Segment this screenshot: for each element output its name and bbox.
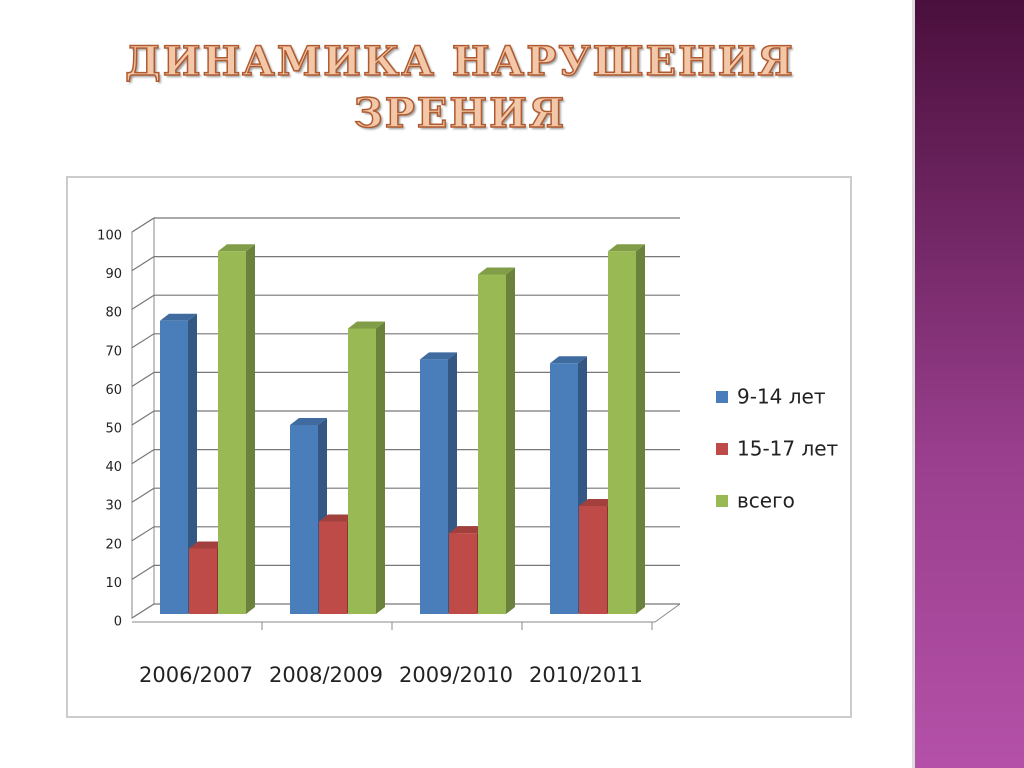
y-tick-label: 20 (105, 537, 122, 552)
legend-label: всего (737, 489, 795, 513)
legend-label: 9-14 лет (737, 385, 826, 409)
y-tick-label: 60 (105, 383, 122, 398)
slide-title: ДИНАМИКА НАРУШЕНИЯ ЗРЕНИЯ (124, 37, 795, 138)
legend-label: 15-17 лет (737, 437, 839, 461)
x-tick-label: 2008/2009 (269, 663, 383, 687)
bar (478, 267, 515, 614)
bar (160, 313, 197, 614)
y-tick-label: 50 (105, 422, 122, 437)
y-tick-label: 30 (105, 499, 122, 514)
legend-swatch (716, 391, 728, 403)
floor-edge (654, 603, 681, 623)
x-tick-label: 2006/2007 (139, 663, 253, 687)
x-tick-label: 2009/2010 (399, 663, 513, 687)
grid-line (131, 333, 680, 349)
y-tick-label: 100 (97, 229, 122, 244)
y-tick-label: 70 (105, 344, 122, 359)
grid-line (131, 410, 680, 426)
bar (348, 321, 385, 614)
y-tick-label: 40 (105, 460, 122, 475)
grid-line (131, 449, 680, 465)
grid-line (131, 256, 680, 272)
grid-line (131, 371, 680, 387)
y-tick-label: 0 (114, 615, 122, 630)
legend-swatch (716, 495, 728, 507)
side-panel (912, 0, 1024, 768)
y-tick-label: 80 (105, 306, 122, 321)
grid-line (131, 294, 680, 310)
grid-line (131, 217, 680, 233)
legend-swatch (716, 443, 728, 455)
bar (218, 244, 255, 615)
x-tick-label: 2010/2011 (529, 663, 643, 687)
y-tick-label: 90 (105, 267, 122, 282)
bar (608, 244, 645, 615)
chart-frame (66, 176, 852, 718)
y-tick-label: 10 (105, 576, 122, 591)
